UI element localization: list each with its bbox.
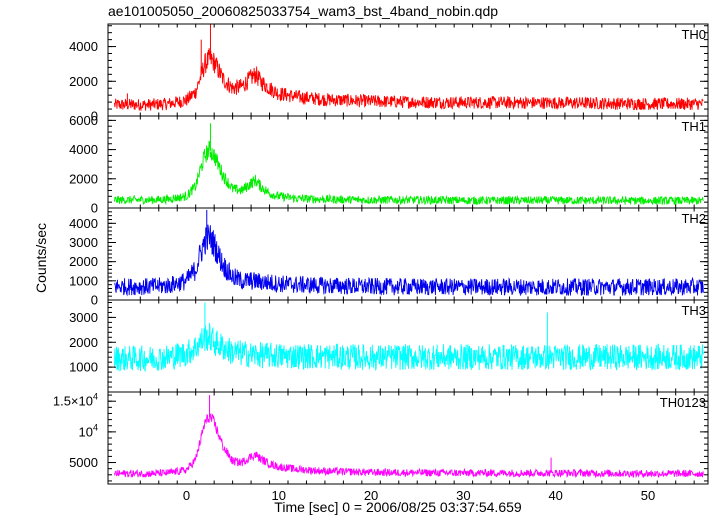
y-tick-label: 6000 xyxy=(69,113,98,128)
panel-th1: 0 2000 4000 6000 TH1 xyxy=(69,113,709,216)
y-tick-label: 2000 xyxy=(69,171,98,186)
y-tick-label: 1.5×104 xyxy=(53,392,98,409)
chart-title: ae101005050_20060825033754_wam3_bst_4ban… xyxy=(108,3,498,19)
y-tick-label: 0 xyxy=(91,293,98,308)
panel-th0: 0 2000 4000 TH0 xyxy=(69,23,709,124)
x-axis-ticks: 0 10 20 30 40 50 xyxy=(183,488,655,503)
y-tick-label: 2000 xyxy=(69,254,98,269)
y-tick-label: 0 xyxy=(91,109,98,124)
y-tick-label: 104 xyxy=(79,422,98,439)
panel-th3: 1000 2000 3000 TH3 xyxy=(69,299,709,393)
y-axis-label: Counts/sec xyxy=(33,223,49,293)
series-label-th0123: TH0123 xyxy=(660,395,706,410)
panel-frame xyxy=(107,391,709,485)
series-line-th1 xyxy=(114,140,704,207)
panel-frame xyxy=(107,115,709,209)
x-tick-label: 40 xyxy=(548,488,562,503)
y-tick-label: 5000 xyxy=(69,455,98,470)
x-tick-label: 0 xyxy=(183,488,190,503)
series-label-th2: TH2 xyxy=(681,211,706,226)
y-tick-label: 1000 xyxy=(69,273,98,288)
panel-th0123: 5000 104 1.5×104 TH0123 xyxy=(53,391,709,485)
x-tick-label: 10 xyxy=(272,488,286,503)
y-tick-label: 1000 xyxy=(69,360,98,375)
series-label-th3: TH3 xyxy=(681,303,706,318)
series-label-th0: TH0 xyxy=(681,27,706,42)
y-tick-label: 3000 xyxy=(69,310,98,325)
y-tick-label: 3000 xyxy=(69,235,98,250)
y-tick-label: 2000 xyxy=(69,74,98,89)
y-tick-label: 4000 xyxy=(69,39,98,54)
y-tick-label: 2000 xyxy=(69,335,98,350)
x-tick-label: 30 xyxy=(456,488,470,503)
series-line-th2 xyxy=(114,224,704,297)
x-axis-label: Time [sec] 0 = 2006/08/25 03:37:54.659 xyxy=(274,499,522,515)
series-line-th3 xyxy=(114,323,704,373)
x-tick-label: 50 xyxy=(641,488,655,503)
y-tick-label: 4000 xyxy=(69,216,98,231)
panel-th2: 0 1000 2000 3000 4000 TH2 xyxy=(69,207,709,308)
series-label-th1: TH1 xyxy=(681,119,706,134)
y-tick-label: 0 xyxy=(91,201,98,216)
x-tick-label: 20 xyxy=(364,488,378,503)
series-line-th0123 xyxy=(114,413,704,479)
y-tick-label: 4000 xyxy=(69,142,98,157)
series-line-th0 xyxy=(114,48,704,111)
chart-panels: 0 2000 4000 TH0 0 2000 4000 6000 TH1 0 1000 2000 300… xyxy=(53,23,709,485)
